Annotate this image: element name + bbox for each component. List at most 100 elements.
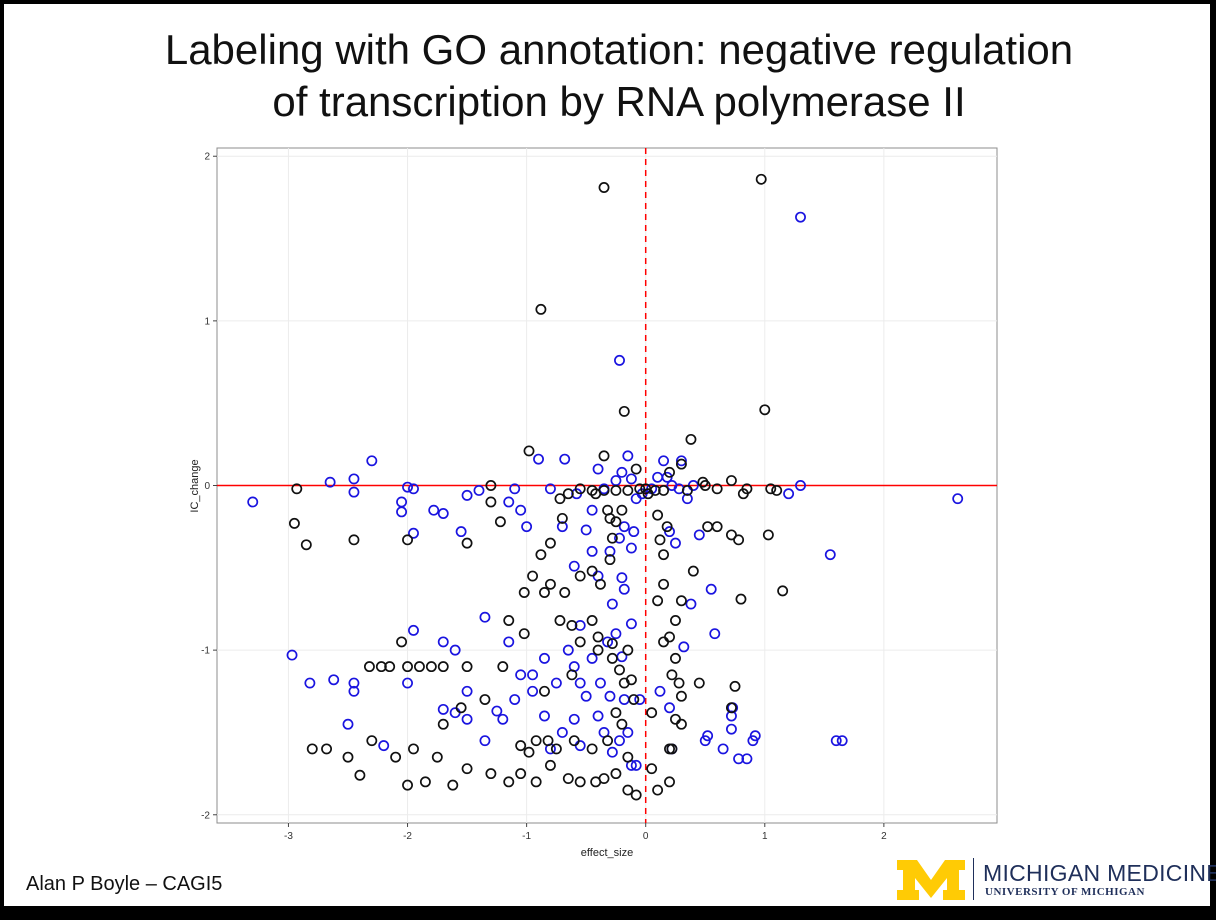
other-point: [658, 484, 670, 496]
other-point: [606, 532, 618, 544]
other-point: [725, 475, 737, 487]
block-m-icon: [897, 860, 965, 900]
other-point: [681, 484, 693, 496]
other-point: [625, 674, 637, 686]
other-point: [539, 587, 550, 598]
other-point: [554, 493, 566, 505]
other-point: [574, 636, 586, 648]
annotated-point: [574, 677, 586, 689]
other-point: [419, 776, 431, 788]
annotated-point: [604, 690, 616, 702]
annotated-point: [795, 211, 806, 223]
annotated-point: [783, 488, 795, 500]
other-point: [485, 768, 497, 780]
other-point: [666, 669, 678, 681]
logo-name: MICHIGAN MEDICINE: [983, 860, 1216, 886]
annotated-point: [521, 521, 533, 533]
other-point: [559, 587, 571, 598]
other-point: [485, 480, 497, 491]
other-point: [590, 776, 602, 788]
annotated-point: [449, 644, 461, 656]
other-point: [725, 529, 737, 541]
annotated-point: [733, 753, 745, 765]
other-point: [610, 707, 622, 719]
annotated-point: [461, 685, 473, 697]
other-point: [518, 628, 530, 640]
title-line-1: Labeling with GO annotation: negative re…: [164, 26, 1074, 73]
annotated-point: [586, 504, 598, 516]
x-tick-label: 2: [881, 831, 887, 842]
logo-divider: [973, 858, 974, 900]
other-point: [530, 776, 542, 788]
other-point: [595, 578, 606, 590]
other-point: [616, 718, 628, 730]
annotated-point: [304, 677, 316, 689]
annotated-point: [408, 483, 419, 495]
annotated-point: [328, 674, 340, 686]
annotated-point: [952, 493, 964, 505]
annotated-point: [675, 455, 687, 467]
other-point: [321, 743, 333, 755]
other-point: [431, 751, 443, 763]
other-point: [402, 534, 413, 546]
annotated-point: [515, 669, 527, 681]
y-tick-label: -1: [201, 646, 210, 657]
other-point: [630, 789, 642, 801]
annotated-point: [402, 677, 413, 689]
annotated-point: [622, 727, 634, 738]
other-point: [437, 661, 449, 673]
annotated-point: [614, 532, 625, 544]
other-point: [586, 615, 598, 626]
other-point: [670, 615, 681, 626]
other-point: [300, 539, 312, 551]
other-point: [661, 521, 673, 533]
slide-title: Labeling with GO annotation: negative re…: [4, 24, 1216, 128]
annotated-point: [247, 496, 259, 508]
annotated-point: [830, 735, 842, 747]
annotated-point: [497, 713, 509, 725]
other-point: [494, 516, 506, 528]
other-point: [628, 694, 640, 705]
annotated-point: [348, 473, 360, 485]
x-tick-label: 0: [643, 831, 649, 842]
other-point: [554, 615, 566, 626]
other-point: [725, 702, 737, 714]
other-point: [610, 768, 622, 780]
annotated-point: [408, 527, 419, 539]
other-point: [735, 593, 747, 605]
annotated-point: [606, 598, 618, 610]
other-point: [550, 743, 562, 755]
annotated-point: [664, 702, 675, 714]
other-point: [649, 484, 661, 496]
other-point: [733, 534, 745, 546]
other-point: [535, 303, 547, 315]
annotated-point: [836, 735, 848, 747]
annotated-point: [693, 529, 705, 541]
other-point: [592, 644, 604, 656]
other-point: [762, 529, 774, 541]
other-point: [670, 652, 681, 664]
other-point: [390, 751, 402, 763]
other-point: [630, 463, 642, 475]
other-point: [652, 509, 664, 521]
other-point: [652, 595, 664, 607]
annotated-point: [509, 483, 521, 495]
annotated-point: [348, 677, 360, 689]
annotated-point: [396, 506, 408, 518]
annotated-point: [568, 713, 580, 725]
annotated-point: [625, 473, 637, 485]
annotated-point: [539, 652, 550, 664]
annotated-point: [634, 694, 646, 705]
annotated-point: [725, 710, 737, 722]
y-tick-label: -2: [201, 810, 210, 821]
other-point: [408, 743, 419, 755]
other-point: [673, 677, 685, 689]
y-tick-label: 0: [204, 481, 210, 492]
annotated-point: [618, 583, 630, 595]
annotated-point: [503, 636, 515, 648]
other-point: [574, 483, 586, 495]
annotated-point: [559, 453, 571, 465]
other-point: [354, 769, 366, 781]
annotated-point: [725, 723, 737, 735]
annotated-point: [562, 644, 574, 656]
